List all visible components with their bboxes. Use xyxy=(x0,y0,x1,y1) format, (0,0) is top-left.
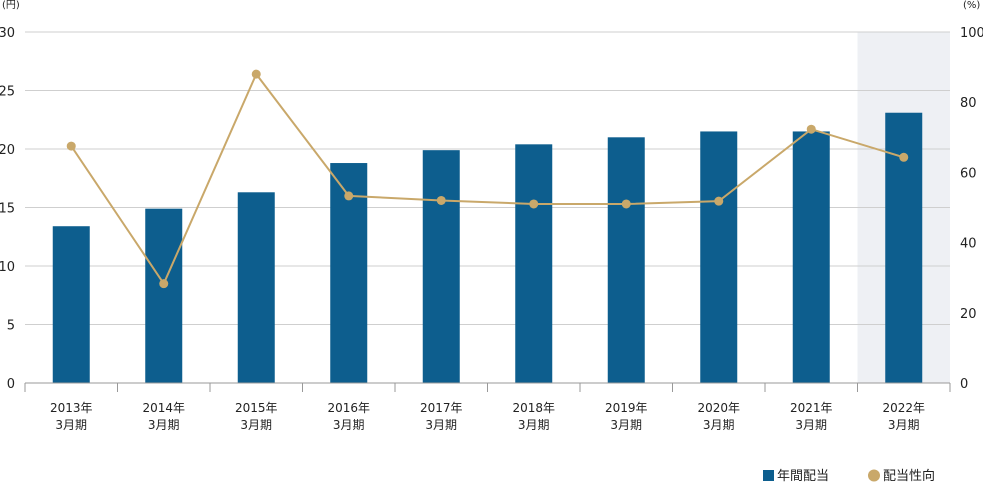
right-tick-label: 60 xyxy=(960,166,977,181)
left-tick-label: 30 xyxy=(0,26,15,41)
payout-ratio-line xyxy=(70,72,905,286)
payout-ratio-point xyxy=(714,196,724,206)
right-axis-unit: (%) xyxy=(963,0,980,11)
payout-ratio-point xyxy=(899,152,909,162)
dividend-bar xyxy=(145,208,183,383)
x-tick-label: 2014年 xyxy=(142,401,185,415)
payout-ratio-point xyxy=(66,141,76,151)
dividend-bar xyxy=(792,131,830,383)
x-tick-label: 3月期 xyxy=(888,418,920,432)
x-tick-label: 3月期 xyxy=(333,418,365,432)
x-tick-label: 3月期 xyxy=(518,418,550,432)
payout-ratio-point xyxy=(251,69,261,79)
dividend-bar xyxy=(607,137,645,383)
x-tick-label: 2016年 xyxy=(327,401,370,415)
dividend-bar xyxy=(515,144,553,383)
payout-ratio-point xyxy=(806,124,816,134)
x-tick-label: 3月期 xyxy=(425,418,457,432)
x-tick-label: 3月期 xyxy=(795,418,827,432)
payout-ratio-point xyxy=(529,199,539,209)
right-tick-label: 100 xyxy=(960,26,983,41)
x-tick-label: 3月期 xyxy=(610,418,642,432)
x-tick-label: 2017年 xyxy=(420,401,463,415)
dividend-bar xyxy=(700,131,738,383)
legend-bar-swatch xyxy=(763,470,774,481)
left-tick-label: 15 xyxy=(0,202,15,217)
x-tick-label: 3月期 xyxy=(55,418,87,432)
legend-line-swatch xyxy=(868,469,880,482)
left-tick-label: 25 xyxy=(0,85,15,100)
x-tick-label: 2015年 xyxy=(235,401,278,415)
right-tick-label: 0 xyxy=(960,377,968,392)
right-tick-label: 80 xyxy=(960,96,977,111)
dividend-bar xyxy=(237,192,275,383)
x-tick-label: 2022年 xyxy=(882,401,925,415)
x-tick-label: 2019年 xyxy=(605,401,648,415)
x-tick-label: 2021年 xyxy=(790,401,833,415)
x-tick-label: 3月期 xyxy=(703,418,735,432)
left-tick-label: 0 xyxy=(7,377,15,392)
dividend-bar xyxy=(52,226,90,383)
x-tick-label: 2013年 xyxy=(50,401,93,415)
payout-ratio-point xyxy=(621,199,631,209)
right-tick-label: 20 xyxy=(960,307,977,322)
x-tick-label: 3月期 xyxy=(148,418,180,432)
legend: 年間配当 配当性向 xyxy=(763,468,935,483)
x-tick-label: 2018年 xyxy=(512,401,555,415)
right-tick-label: 40 xyxy=(960,237,977,252)
legend-bar-label: 年間配当 xyxy=(777,469,829,483)
left-axis-unit: (円) xyxy=(2,0,20,11)
left-tick-label: 5 xyxy=(7,319,15,334)
dividend-bar xyxy=(422,150,460,383)
payout-ratio-point xyxy=(344,191,354,201)
x-tick-label: 3月期 xyxy=(240,418,272,432)
payout-ratio-point xyxy=(159,279,169,289)
payout-ratio-point xyxy=(436,195,446,205)
legend-line-label: 配当性向 xyxy=(883,468,935,483)
left-tick-label: 10 xyxy=(0,260,15,275)
x-tick-label: 2020年 xyxy=(697,401,740,415)
left-tick-label: 20 xyxy=(0,143,15,158)
